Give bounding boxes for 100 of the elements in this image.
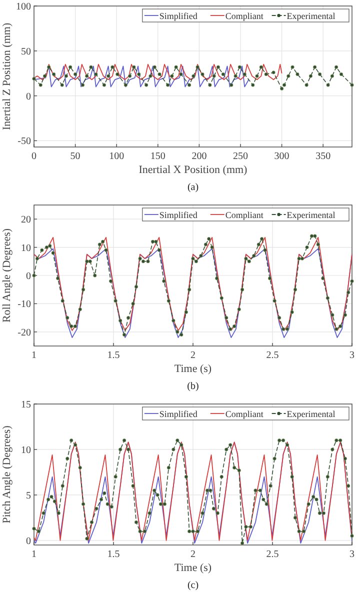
point [89, 65, 93, 69]
y-tick-label: 10 [21, 444, 31, 456]
point [290, 65, 294, 69]
legend-label: Compliant [225, 11, 264, 21]
point [102, 83, 106, 87]
text: (b) [187, 381, 199, 392]
y-tick-label: 100 [16, 2, 31, 12]
point [200, 72, 204, 76]
point [47, 65, 51, 69]
x-tick-label: 50 [70, 151, 80, 162]
point [264, 72, 268, 76]
y-tick-label: 0 [26, 271, 31, 282]
point [208, 83, 212, 87]
point [74, 72, 78, 76]
y-tick-label: 50 [21, 46, 31, 58]
point [174, 65, 178, 69]
point [192, 74, 196, 78]
y-tick-label: 20 [21, 214, 31, 226]
point [212, 74, 216, 78]
point [221, 72, 225, 76]
point [52, 72, 56, 76]
point [318, 72, 322, 76]
legend-label: Compliant [225, 210, 264, 220]
point [282, 83, 286, 87]
point [158, 72, 162, 76]
point [110, 65, 114, 69]
point [170, 74, 174, 78]
point [148, 74, 152, 78]
point [339, 72, 344, 76]
y-tick-label: -50 [18, 136, 31, 148]
point [330, 74, 334, 78]
y-tick-label: -20 [18, 327, 31, 338]
x-tick-label: 2.5 [266, 549, 279, 560]
point [179, 72, 183, 76]
x-axis-title: Time (s) [174, 363, 212, 375]
point [132, 65, 136, 69]
point [116, 72, 120, 76]
x-axis-title: Time (s) [174, 562, 212, 574]
x-axis-title: Inertial X Position (mm) [138, 164, 248, 176]
x-tick-label: 200 [192, 151, 207, 162]
y-axis-title: Inertial Z Position (mm) [1, 22, 13, 130]
point [106, 74, 110, 78]
legend-label: Experimental [286, 409, 336, 419]
y-tick-label: 0 [26, 536, 31, 547]
point [296, 72, 300, 76]
line-series [34, 64, 282, 80]
point [32, 76, 36, 81]
point [94, 72, 98, 76]
point [38, 83, 42, 87]
legend-label: Simplified [159, 409, 198, 419]
x-tick-label: 3 [350, 350, 354, 361]
point [308, 74, 312, 78]
line-series [34, 66, 250, 88]
point [80, 83, 85, 87]
x-tick-label: 1 [32, 549, 36, 560]
point [313, 65, 317, 69]
y-tick-label: 10 [21, 242, 31, 254]
point [137, 72, 141, 76]
point [286, 74, 290, 78]
x-tick-label: 300 [274, 151, 290, 162]
x-tick-label: 3 [350, 549, 354, 560]
legend-label: Experimental [286, 11, 336, 21]
point [144, 83, 148, 87]
point [280, 86, 284, 90]
y-tick-label: 0 [26, 91, 31, 102]
point [68, 65, 72, 69]
x-tick-label: 150 [150, 151, 166, 162]
point [60, 83, 64, 87]
point [259, 65, 263, 69]
point [64, 74, 68, 78]
y-tick-label: -10 [18, 299, 31, 310]
x-tick-label: 2 [190, 350, 196, 361]
x-tick-label: 2 [190, 549, 196, 560]
point [196, 65, 200, 69]
x-tick-label: 1.5 [107, 350, 120, 361]
y-axis-title: Roll Angle (Degrees) [1, 228, 13, 323]
x-tick-label: 350 [316, 151, 331, 162]
point [152, 65, 156, 69]
point [42, 74, 47, 78]
y-axis-title: Pitch Angle (Degrees) [1, 425, 13, 524]
point [272, 70, 276, 74]
legend-label: Simplified [159, 11, 198, 21]
point [216, 65, 220, 69]
x-tick-label: 100 [109, 151, 124, 162]
legend-label: Compliant [225, 409, 264, 419]
x-tick-label: 1.5 [107, 549, 120, 560]
point [251, 83, 255, 87]
x-tick-label: 2.5 [266, 350, 279, 361]
text: (c) [187, 580, 199, 591]
point [85, 74, 89, 78]
point [238, 65, 242, 69]
y-tick-label: 15 [21, 400, 31, 410]
legend-label: Experimental [286, 210, 336, 220]
y-tick-label: 5 [26, 490, 31, 502]
point [124, 83, 128, 87]
point [326, 83, 330, 87]
point [255, 74, 259, 78]
point [187, 83, 192, 87]
point [128, 74, 132, 78]
x-tick-label: 250 [232, 151, 248, 162]
